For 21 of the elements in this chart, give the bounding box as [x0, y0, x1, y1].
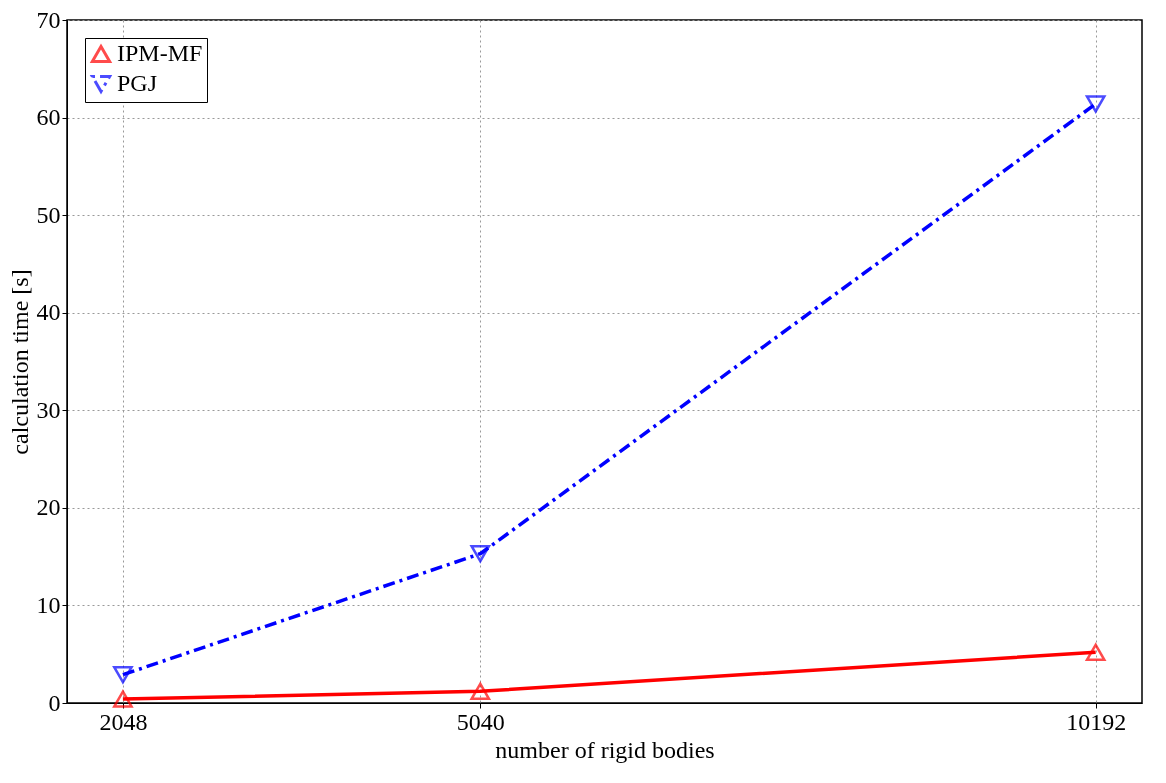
y-tick-label: 70 — [36, 6, 61, 33]
x-tick-label: 2048 — [99, 708, 148, 735]
point — [112, 665, 133, 684]
y-tick-label: 60 — [36, 104, 61, 131]
point — [1085, 95, 1106, 113]
y-tick-label: 20 — [36, 494, 61, 521]
y-tick-label: 50 — [36, 201, 61, 228]
legend-label: IPM-MF — [117, 40, 203, 66]
y-axis-title: calculation time [s] — [6, 269, 33, 455]
point — [470, 682, 491, 701]
y-tick-label: 0 — [48, 689, 61, 716]
point — [1085, 643, 1106, 662]
y-tick-label: 40 — [36, 299, 61, 326]
y-tick-label: 10 — [36, 591, 61, 618]
legend-label: PGJ — [117, 70, 158, 96]
x-tick-label: 5040 — [456, 708, 505, 735]
x-tick-label: 10192 — [1066, 708, 1127, 735]
point — [112, 690, 133, 708]
x-axis-title: number of rigid bodies — [495, 736, 715, 763]
point — [470, 544, 491, 563]
y-tick-label: 30 — [36, 396, 61, 423]
